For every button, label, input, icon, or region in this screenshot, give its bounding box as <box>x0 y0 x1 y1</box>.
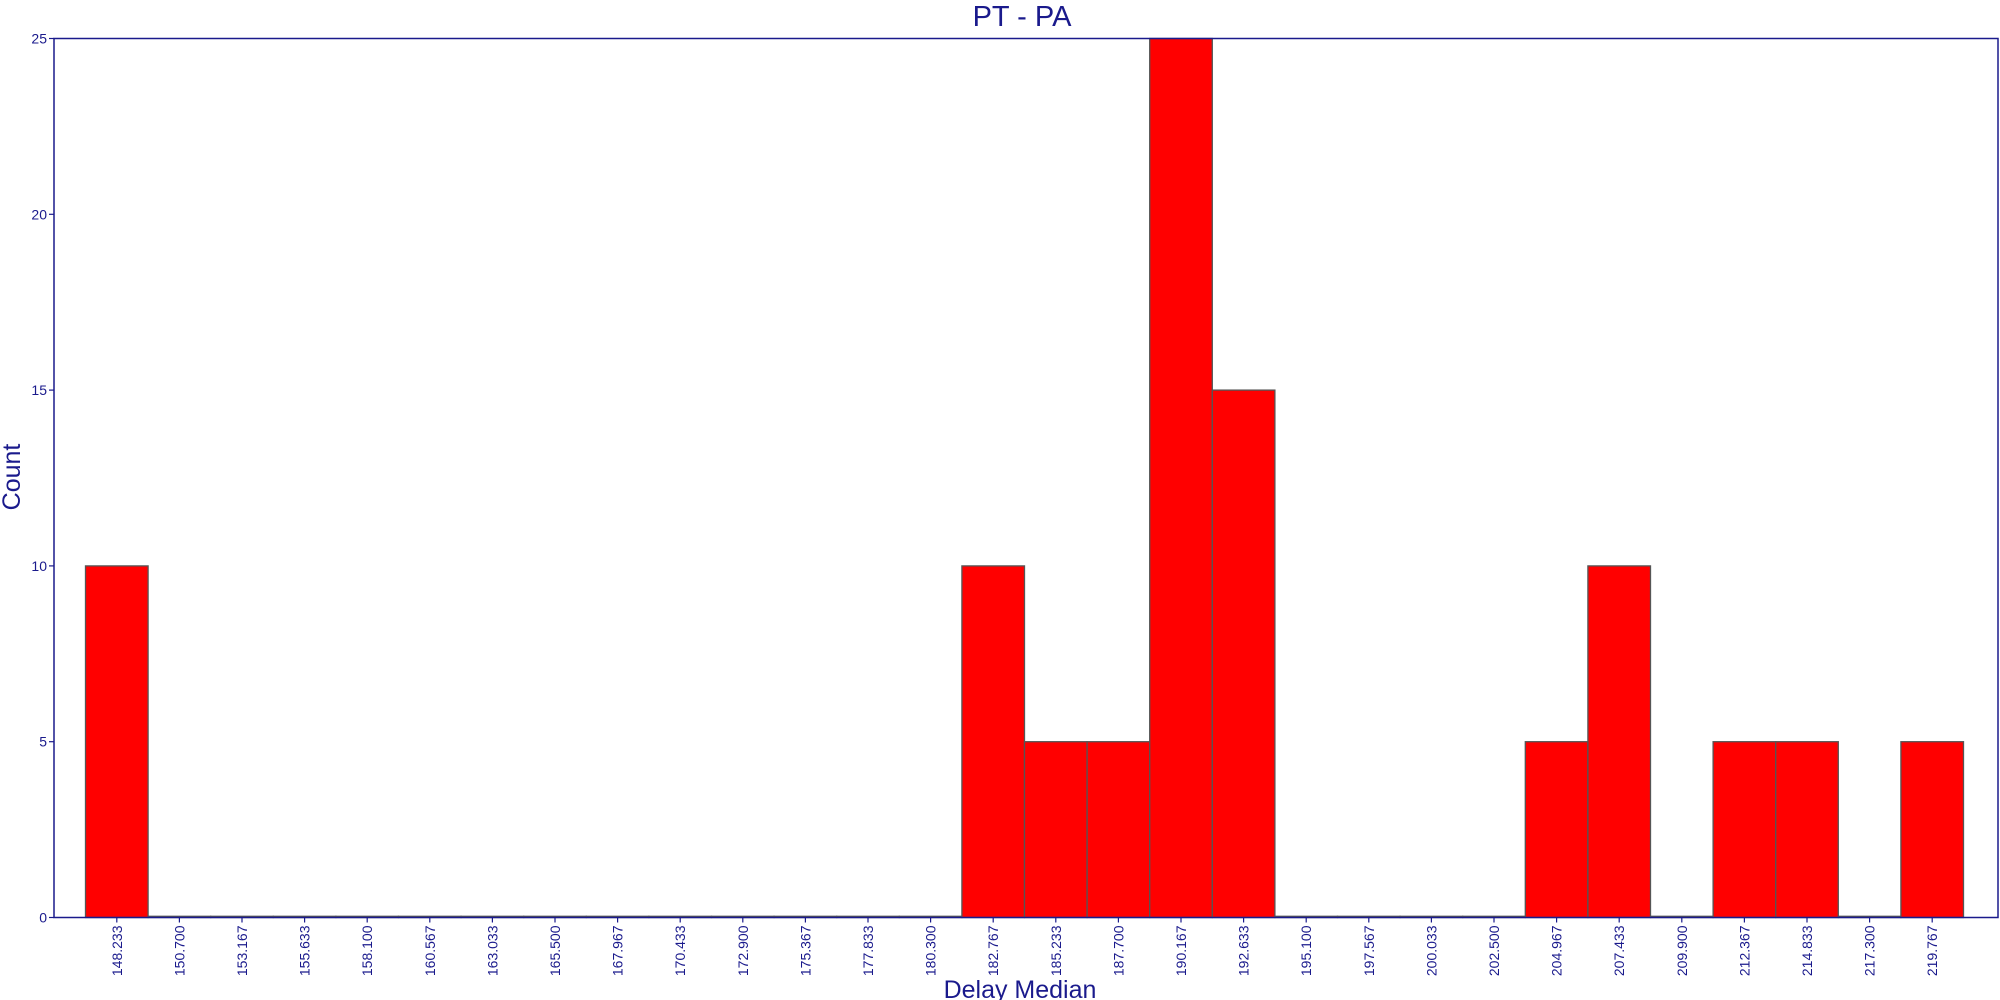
bar-219.767 <box>1900 741 1965 919</box>
x-tick-label: 195.100 <box>1298 925 1314 976</box>
bar-207.433 <box>1587 565 1652 919</box>
y-tick-label: 5 <box>39 734 47 750</box>
x-tick-label: 219.767 <box>1924 925 1940 976</box>
x-tick-label: 192.633 <box>1236 925 1252 976</box>
bars-group <box>84 37 1965 919</box>
bar-187.700 <box>1086 741 1151 919</box>
bar-148.233 <box>84 565 149 919</box>
x-tick-label: 148.233 <box>109 925 125 976</box>
y-tick-label: 25 <box>31 31 47 47</box>
x-axis: 148.233 150.700 153.167 155.633 158.100 160.5… <box>109 917 1940 976</box>
x-tick-label: 150.700 <box>171 925 187 976</box>
chart-title: PT - PA <box>973 1 1072 33</box>
bar-214.833 <box>1775 741 1839 919</box>
x-tick-label: 153.167 <box>234 925 250 976</box>
bar-182.767 <box>961 565 1026 919</box>
bar-190.167 <box>1149 37 1213 919</box>
x-tick-label: 204.967 <box>1549 925 1565 976</box>
y-tick-label: 15 <box>31 382 47 398</box>
x-tick-label: 197.567 <box>1361 925 1377 976</box>
y-tick-label: 0 <box>39 910 47 926</box>
x-tick-label: 190.167 <box>1173 925 1189 976</box>
x-tick-label: 185.233 <box>1048 925 1064 976</box>
x-tick-label: 202.500 <box>1486 925 1502 976</box>
x-tick-label: 207.433 <box>1611 925 1627 976</box>
x-tick-label: 167.967 <box>610 925 626 976</box>
x-tick-label: 158.100 <box>359 925 375 976</box>
x-tick-label: 177.833 <box>860 925 876 976</box>
x-tick-label: 155.633 <box>297 925 313 976</box>
y-axis-label: Count <box>0 444 26 511</box>
bar-185.233 <box>1023 741 1088 919</box>
x-tick-label: 175.367 <box>797 925 813 976</box>
bar-204.967 <box>1524 741 1589 919</box>
x-tick-label: 180.300 <box>923 925 939 976</box>
x-tick-label: 187.700 <box>1110 925 1126 976</box>
x-tick-label: 172.900 <box>735 925 751 976</box>
bar-192.633 <box>1211 389 1276 919</box>
x-axis-label: Delay Median <box>944 976 1097 1000</box>
x-tick-label: 217.300 <box>1862 925 1878 976</box>
plot-frame <box>53 37 1999 919</box>
x-tick-label: 163.033 <box>484 925 500 976</box>
x-tick-label: 200.033 <box>1423 925 1439 976</box>
x-tick-label: 182.767 <box>985 925 1001 976</box>
y-tick-label: 10 <box>31 558 47 574</box>
y-axis: 0 5 10 15 20 25 <box>31 31 54 926</box>
x-tick-label: 214.833 <box>1799 925 1815 976</box>
x-tick-label: 209.900 <box>1674 925 1690 976</box>
x-tick-label: 160.567 <box>422 925 438 976</box>
y-tick-label: 20 <box>31 206 47 222</box>
bar-212.367 <box>1712 741 1777 919</box>
x-tick-label: 212.367 <box>1736 925 1752 976</box>
x-tick-label: 170.433 <box>672 925 688 976</box>
x-tick-label: 165.500 <box>547 925 563 976</box>
